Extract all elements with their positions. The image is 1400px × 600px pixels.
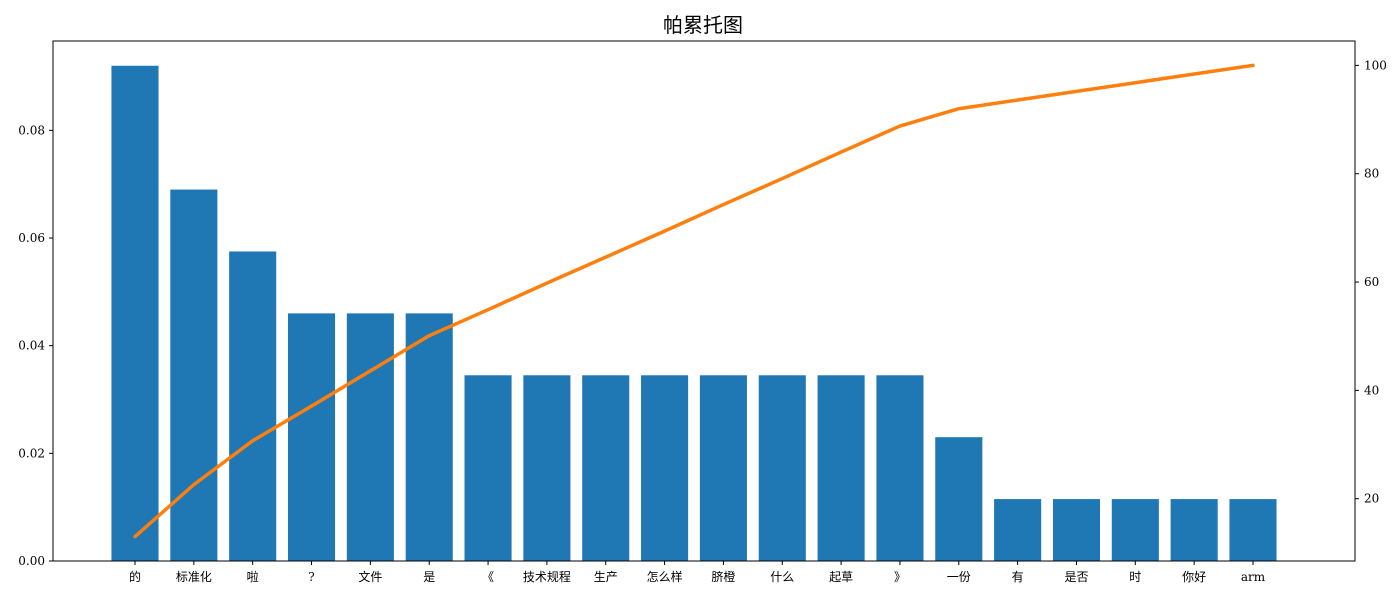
bar — [405, 313, 453, 561]
x-tick-label: 怎么样 — [647, 569, 683, 584]
bar — [935, 437, 983, 561]
bar — [876, 375, 924, 561]
x-tick-label: 是 — [423, 570, 435, 584]
bar — [346, 313, 394, 561]
bar — [523, 375, 571, 561]
x-tick-label: 文件 — [358, 569, 382, 584]
x-tick-label: 一份 — [947, 570, 971, 584]
bar — [994, 499, 1042, 561]
y-tick-label: 0.06 — [18, 231, 45, 245]
y-tick-label: 0.02 — [18, 446, 45, 460]
bar — [229, 251, 277, 561]
y2-tick-label: 100 — [1364, 58, 1387, 72]
x-tick-label: 你好 — [1182, 570, 1206, 584]
bar — [1170, 499, 1218, 561]
x-tick-label: ? — [308, 570, 314, 584]
x-tick-label: 脐橙 — [711, 569, 735, 584]
x-tick-label: 时 — [1129, 570, 1141, 584]
bar — [1111, 499, 1159, 561]
bar — [464, 375, 512, 561]
cumulative-line-series — [133, 63, 1255, 539]
x-tick-label: 生产 — [594, 570, 618, 584]
bar — [817, 375, 865, 561]
axis-ticks: 的 标准化 啦? 文件 是 《 技术规程 生产 怎么样 脐橙 什么 起草 》 一份 有 是否 时 你好 arm 0.0… — [18, 58, 1387, 584]
x-tick-label: 什么 — [770, 570, 794, 584]
bar — [287, 313, 336, 561]
y-tick-label: 0.00 — [18, 554, 45, 568]
bar — [699, 375, 747, 561]
bar — [1052, 499, 1101, 561]
x-tick-label: 技术规程 — [523, 569, 571, 584]
bar — [641, 375, 689, 561]
bar — [758, 375, 806, 561]
x-tick-label: 《 — [482, 570, 494, 584]
plot-frame — [52, 40, 1356, 562]
cumulative-line — [133, 63, 1255, 539]
x-tick-label: 的 — [129, 569, 141, 584]
y-tick-label: 0.08 — [18, 123, 45, 137]
y2-tick-label: 20 — [1364, 492, 1379, 506]
x-tick-label: 啦 — [247, 569, 259, 584]
x-tick-label: 》 — [894, 570, 906, 584]
bar — [1229, 499, 1277, 561]
x-tick-label: 起草 — [829, 570, 853, 584]
x-tick-label: arm — [1241, 570, 1266, 584]
y-tick-label: 0.04 — [18, 339, 45, 353]
bar — [582, 375, 630, 561]
chart-title: 帕累托图 — [663, 13, 743, 37]
x-tick-label: 有 — [1012, 570, 1024, 584]
y2-tick-label: 40 — [1364, 383, 1379, 397]
x-tick-label: 是否 — [1064, 570, 1088, 584]
x-tick-label: 标准化 — [176, 570, 212, 584]
bar — [111, 65, 159, 561]
y2-tick-label: 80 — [1364, 167, 1379, 181]
bar — [170, 189, 218, 562]
y2-tick-label: 60 — [1364, 275, 1379, 289]
bar-series — [111, 65, 1277, 562]
